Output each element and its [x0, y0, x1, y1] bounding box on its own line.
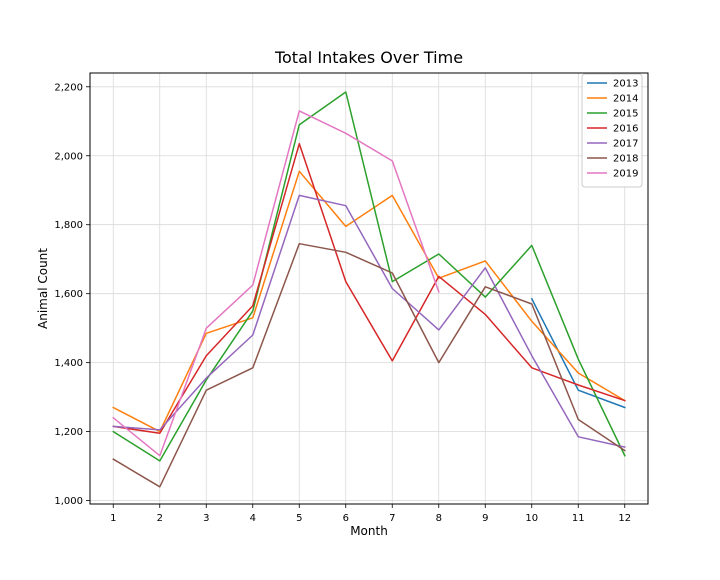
- legend: 2013 2014 2015 2016 2017 2018 2019: [581, 73, 643, 188]
- y-axis-label: Animal Count: [36, 248, 50, 329]
- x-tick-label: 1: [110, 513, 116, 524]
- series-line-2013: [530, 297, 626, 409]
- series-line-2018: [112, 242, 626, 488]
- y-tick-label: 1,600: [54, 289, 83, 300]
- x-tick-label: 5: [296, 513, 302, 524]
- series-line-2017: [112, 194, 626, 448]
- series-line-2015: [112, 91, 626, 462]
- grid: [90, 73, 648, 504]
- x-tick-label: 2: [157, 513, 163, 524]
- legend-label-2013: 2013: [613, 79, 638, 90]
- y-tick-label: 2,200: [54, 82, 83, 93]
- legend-label-2017: 2017: [613, 139, 638, 150]
- chart-title: Total Intakes Over Time: [274, 48, 463, 67]
- legend-label-2019: 2019: [613, 169, 638, 180]
- legend-label-2016: 2016: [613, 124, 638, 135]
- y-tick-label: 2,000: [54, 151, 83, 162]
- series-line-2014: [112, 170, 626, 433]
- y-tick-label: 1,000: [54, 496, 83, 507]
- axes: 1 2 3 4 5 6 7 8 9 10 11 121,0001,2001,4001,6001,800…: [54, 82, 631, 524]
- y-tick-label: 1,200: [54, 427, 83, 438]
- plot-frame: [89, 72, 649, 505]
- x-tick-label: 3: [203, 513, 209, 524]
- y-tick-label: 1,800: [54, 220, 83, 231]
- x-axis-label: Month: [350, 524, 388, 538]
- series-line-2019: [112, 110, 440, 457]
- y-tick-label: 1,400: [54, 358, 83, 369]
- legend-label-2014: 2014: [613, 94, 638, 105]
- legend-label-2015: 2015: [613, 109, 638, 120]
- x-tick-label: 4: [250, 513, 256, 524]
- x-tick-label: 6: [343, 513, 349, 524]
- x-tick-label: 9: [482, 513, 488, 524]
- legend-label-2018: 2018: [613, 154, 638, 165]
- x-tick-label: 11: [572, 513, 585, 524]
- x-tick-label: 12: [618, 513, 631, 524]
- x-tick-label: 7: [389, 513, 395, 524]
- series-lines: [112, 91, 626, 488]
- x-tick-label: 8: [436, 513, 442, 524]
- x-tick-label: 10: [525, 513, 538, 524]
